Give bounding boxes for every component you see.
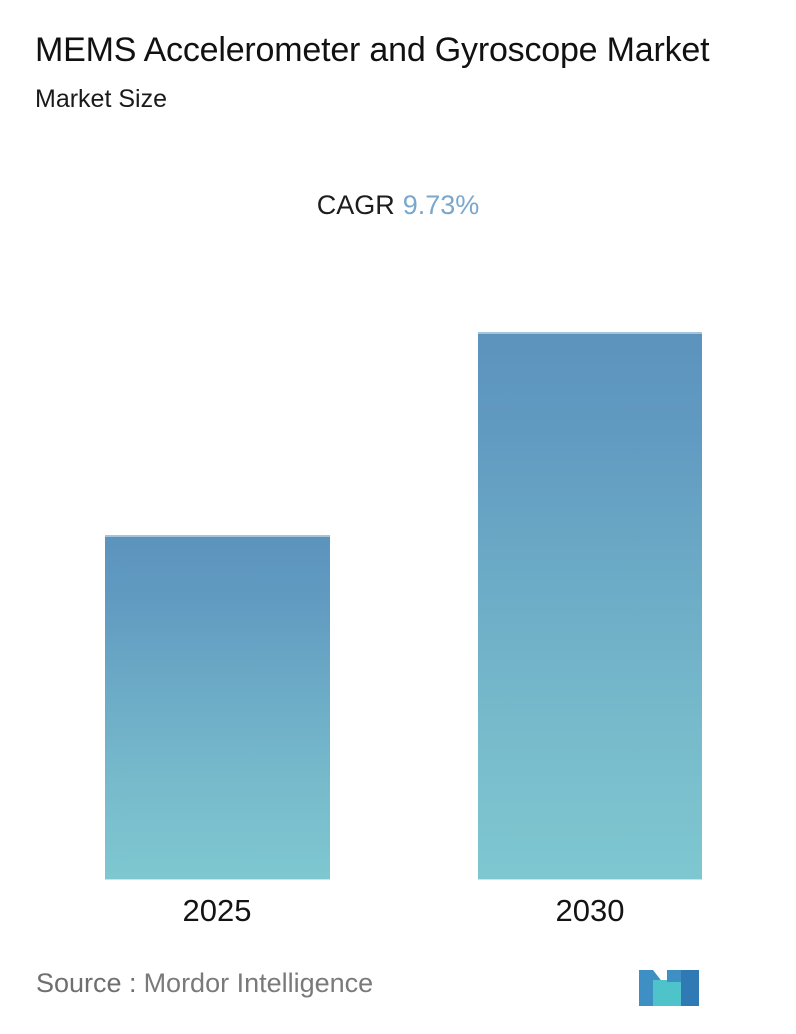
cagr-value: 9.73% (402, 190, 480, 220)
cagr-label: CAGR (316, 190, 395, 220)
source-label: Source : (36, 968, 137, 998)
bar-2030 (478, 332, 702, 880)
source-line: Source : Mordor Intelligence (36, 968, 373, 999)
source-value: Mordor Intelligence (143, 968, 374, 998)
bar-2025 (105, 535, 330, 880)
page-title: MEMS Accelerometer and Gyroscope Market (35, 31, 710, 69)
header: MEMS Accelerometer and Gyroscope Market … (35, 26, 765, 114)
page-subtitle: Market Size (35, 84, 167, 113)
x-axis-label-2025: 2025 (182, 893, 252, 928)
bar-top-highlight (105, 535, 330, 537)
footer: Source : Mordor Intelligence (0, 948, 796, 1034)
cagr-annotation: CAGR 9.73% (0, 190, 796, 221)
mordor-intelligence-logo-icon (637, 956, 705, 1014)
x-axis-label-2030: 2030 (555, 893, 625, 928)
bar-top-highlight (478, 332, 702, 334)
